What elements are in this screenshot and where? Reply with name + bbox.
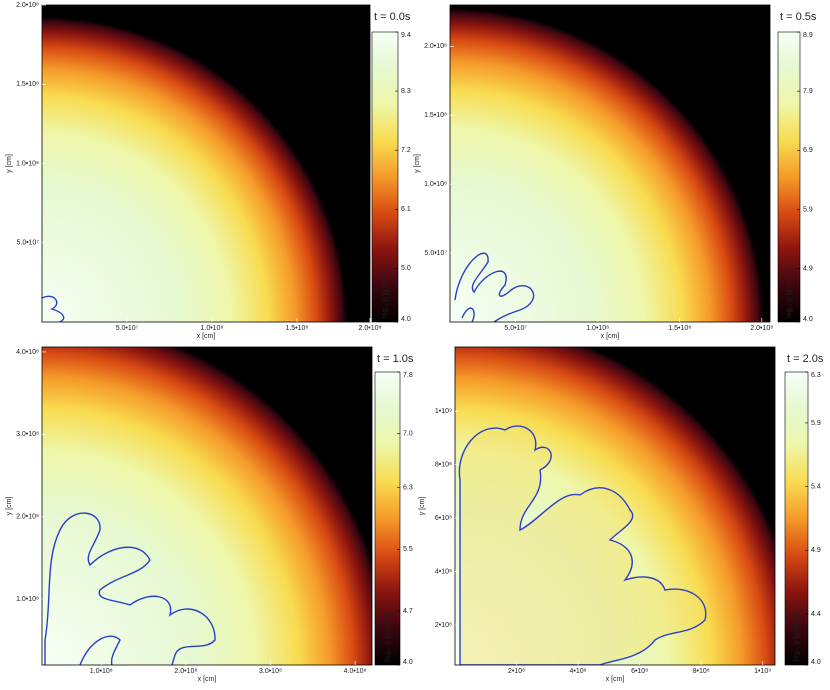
y-axis-label: y [cm] [6,154,13,173]
colorbar-label: log₁₀ ρ [g cm⁻³] [793,613,800,661]
y-tick-label: 4.0•10⁸ [16,349,39,356]
colorbar-tick-label: 8.9 [803,32,813,39]
contour [42,295,65,322]
y-tick-label: 1.5•10⁸ [424,112,447,119]
colorbar-tick-label: 5.9 [811,420,821,427]
y-tick-label: 1•10⁹ [435,408,452,415]
colorbar-tick-label: 6.3 [403,485,413,492]
y-axis-label: y [cm] [414,154,421,173]
colorbar-label: log₁₀ ρ [g cm⁻³] [382,270,389,318]
panels [42,5,775,665]
contour [458,425,707,665]
y-tick-label: 4•10⁸ [435,568,452,575]
y-tick-label: 2.0•10⁸ [424,43,447,50]
x-tick-label: 2•10⁸ [508,668,525,675]
colorbar-tick-label: 9.4 [401,32,411,39]
panel-title: t = 0.5s [780,11,817,23]
colorbar [374,371,401,666]
colorbar-tick-label: 4.0 [403,659,413,666]
y-tick-label: 8•10⁸ [435,461,452,468]
axes: 5.0•10⁷ 1.0•10⁸ 1.5•10⁸ 2.0•10⁸ 5.0•10⁷ 1.0•1… [6,2,824,683]
plot-frame [449,4,771,323]
colorbar [777,31,801,323]
y-tick-label: 1.0•10⁸ [424,181,447,188]
colorbar-tick-label: 7.8 [403,372,413,379]
contours [42,252,707,665]
colorbar-tick-label: 4.0 [401,316,411,323]
x-tick-label: 3.0•10⁸ [259,668,282,675]
y-tick-label: 5.0•10⁷ [16,240,39,247]
x-tick-label: 8•10⁸ [693,668,710,675]
contour [44,512,216,665]
x-tick-label: 4•10⁸ [570,668,587,675]
colorbar [784,371,809,666]
y-tick-label: 6•10⁸ [435,515,452,522]
colorbar-label: log₁₀ ρ [g cm⁻³] [786,270,793,318]
x-tick-label: 5.0•10⁷ [116,325,139,332]
colorbar-tick-label: 5.9 [803,206,813,213]
density-field [42,347,372,665]
colorbar-label: log₁₀ ρ [g cm⁻³] [384,613,391,661]
x-axis-label: x [cm] [198,676,217,683]
colorbar-tick-label: 5.0 [401,265,411,272]
density-field [450,5,770,322]
colorbar-tick-label: 4.0 [811,659,821,666]
y-tick-label: 1.0•10⁸ [16,160,39,167]
colorbar-tick-label: 6.9 [803,147,813,154]
colorbar-tick-label: 4.9 [811,547,821,554]
panel-title: t = 0.0s [374,11,411,23]
plot-frame [454,346,776,666]
panel-title: t = 1.0s [377,353,414,365]
x-axis-label: x [cm] [606,676,625,683]
x-tick-label: 5.0•10⁷ [504,325,527,332]
colorbar-tick-label: 4.9 [803,266,813,273]
contour [454,252,535,322]
colorbar-tick-label: 4.0 [803,316,813,323]
y-tick-label: 1.5•10⁸ [16,81,39,88]
colorbar-tick-label: 4.4 [811,611,821,618]
x-tick-label: 2.0•10⁸ [174,668,197,675]
x-tick-label: 6•10⁸ [631,668,648,675]
colorbar-tick-label: 5.5 [403,546,413,553]
x-axis-label: x [cm] [197,333,216,340]
y-axis-label: y [cm] [6,497,13,516]
colorbar-tick-label: 4.7 [403,608,413,615]
density-field [42,5,370,322]
density-field [455,347,775,665]
plot-frame [41,346,373,666]
colorbar-tick-label: 6.1 [401,206,411,213]
y-axis-label: y [cm] [419,497,426,516]
y-tick-label: 5.0•10⁷ [424,250,447,257]
colorbar-tick-label: 7.2 [401,147,411,154]
y-tick-label: 2.0•10⁸ [16,514,39,521]
colorbar-tick-label: 5.4 [811,483,821,490]
colorbar-tick-label: 6.3 [811,372,821,379]
x-tick-label: 1.5•10⁸ [285,325,308,332]
y-tick-label: 2•10⁸ [435,622,452,629]
y-tick-label: 3.0•10⁸ [16,431,39,438]
x-tick-label: 1.0•10⁸ [90,668,113,675]
y-tick-label: 1.0•10⁸ [16,596,39,603]
colorbar-tick-label: 7.9 [803,88,813,95]
x-tick-label: 2.0•10⁸ [359,325,382,332]
colorbar-tick-label: 7.0 [403,431,413,438]
colorbar [371,31,399,323]
x-tick-label: 1.0•10⁸ [586,325,609,332]
x-axis-label: x [cm] [601,333,620,340]
x-tick-label: 2.0•10⁸ [750,325,773,332]
panel-title: t = 2.0s [787,353,824,365]
y-tick-label: 2.0•10⁸ [16,2,39,9]
colorbar-tick-label: 8.3 [401,88,411,95]
x-tick-label: 1.0•10⁸ [200,325,223,332]
x-tick-label: 4.0•10⁸ [344,668,367,675]
x-tick-label: 1.5•10⁸ [668,325,691,332]
x-tick-label: 1•10⁹ [754,668,771,675]
